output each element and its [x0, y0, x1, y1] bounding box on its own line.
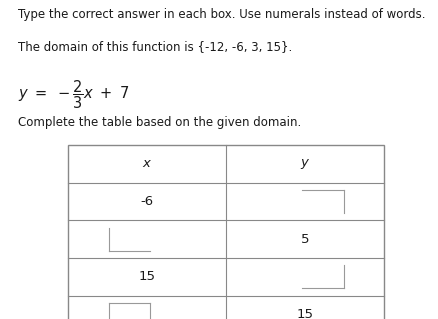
Text: $y\ =\ -\dfrac{2}{3}x\ +\ 7$: $y\ =\ -\dfrac{2}{3}x\ +\ 7$	[18, 78, 129, 111]
Text: 15: 15	[138, 271, 155, 283]
Text: Type the correct answer in each box. Use numerals instead of words.: Type the correct answer in each box. Use…	[18, 8, 424, 21]
Text: $y$: $y$	[299, 157, 310, 171]
Bar	[68, 145, 383, 319]
Text: 5: 5	[300, 233, 309, 246]
Text: $x$: $x$	[141, 158, 152, 170]
Text: The domain of this function is {-12, -6, 3, 15}.: The domain of this function is {-12, -6,…	[18, 40, 291, 53]
Text: -6: -6	[140, 195, 153, 208]
Text: 15: 15	[296, 308, 313, 319]
Text: Complete the table based on the given domain.: Complete the table based on the given do…	[18, 116, 300, 130]
